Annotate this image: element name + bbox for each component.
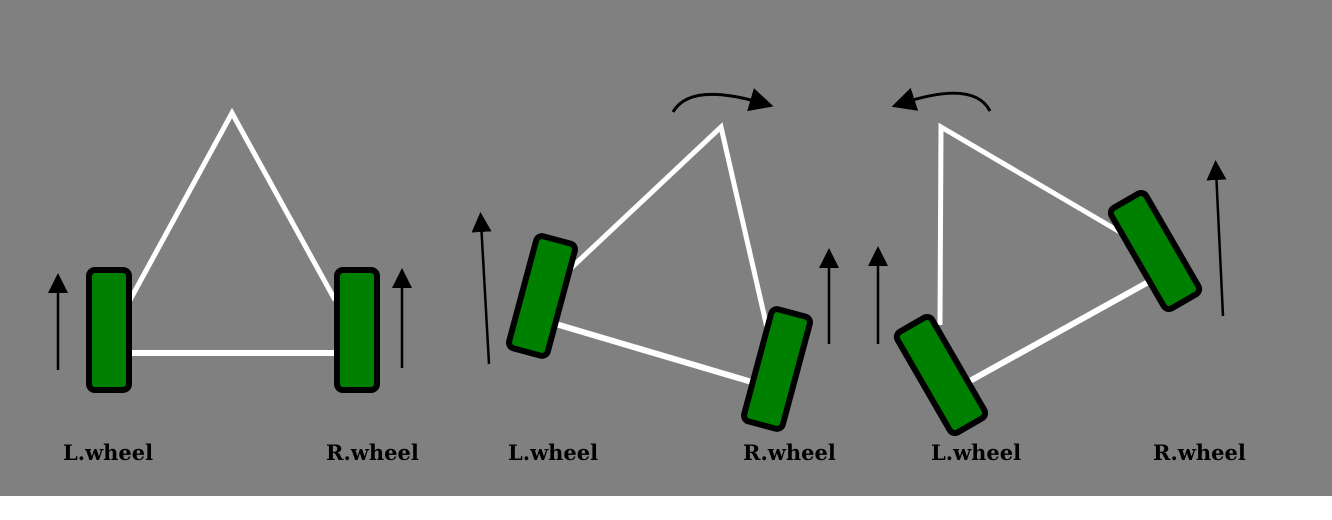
right-wheel-label: R.wheel: [743, 440, 836, 465]
left-wheel: [893, 313, 989, 437]
left-wheel: [86, 267, 132, 393]
right-wheel-label: R.wheel: [1153, 440, 1246, 465]
robot-axle: [966, 277, 1154, 385]
robot-steering-diagram: L.wheel R.wheel L.wheel R.wheel L.wheel …: [0, 0, 1332, 496]
left-wheel: [506, 233, 578, 359]
diagram-background: [0, 0, 1332, 496]
robot-frame: [127, 107, 338, 302]
left-wheel-speed-arrow: [471, 212, 492, 365]
robot-frame: [567, 122, 771, 333]
right-wheel: [1107, 189, 1203, 313]
panel-turn-left: L.wheel R.wheel: [868, 87, 1246, 465]
robot-axle: [548, 319, 763, 388]
right-wheel-label: R.wheel: [326, 440, 419, 465]
left-wheel-label: L.wheel: [931, 440, 1021, 465]
right-wheel-speed-arrow: [1206, 160, 1227, 317]
right-wheel: [334, 267, 380, 393]
panel-turn-right: L.wheel R.wheel: [471, 88, 839, 465]
right-wheel: [741, 306, 813, 432]
panel-straight: L.wheel R.wheel: [48, 107, 419, 465]
clockwise-rotation-icon: [671, 88, 774, 113]
robot-frame: [937, 122, 1122, 326]
left-wheel-label: L.wheel: [63, 440, 153, 465]
left-wheel-label: L.wheel: [508, 440, 598, 465]
counterclockwise-rotation-icon: [891, 87, 992, 112]
